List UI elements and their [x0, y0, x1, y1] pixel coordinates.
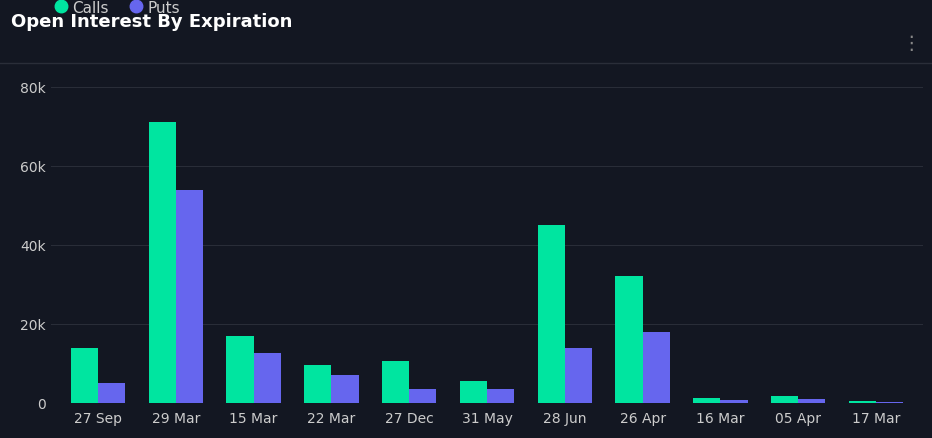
Legend: Calls, Puts: Calls, Puts	[57, 0, 180, 16]
Text: ⋮: ⋮	[901, 34, 921, 53]
Bar	[876, 402, 903, 403]
Bar	[538, 226, 565, 403]
Bar	[615, 277, 642, 403]
Bar	[720, 400, 747, 403]
Bar	[382, 362, 409, 403]
Bar	[304, 365, 332, 403]
Bar	[459, 381, 487, 403]
Bar	[771, 396, 798, 403]
Bar	[487, 389, 514, 403]
Bar	[71, 348, 98, 403]
Bar	[332, 375, 359, 403]
Bar	[409, 389, 436, 403]
Bar	[148, 123, 176, 403]
Bar	[849, 401, 876, 403]
Bar	[642, 332, 670, 403]
Bar	[176, 190, 203, 403]
Bar	[693, 398, 720, 403]
Bar	[798, 399, 826, 403]
Bar	[565, 348, 592, 403]
Bar	[98, 383, 125, 403]
Text: Open Interest By Expiration: Open Interest By Expiration	[11, 13, 293, 31]
Bar	[226, 336, 254, 403]
Bar	[254, 354, 281, 403]
